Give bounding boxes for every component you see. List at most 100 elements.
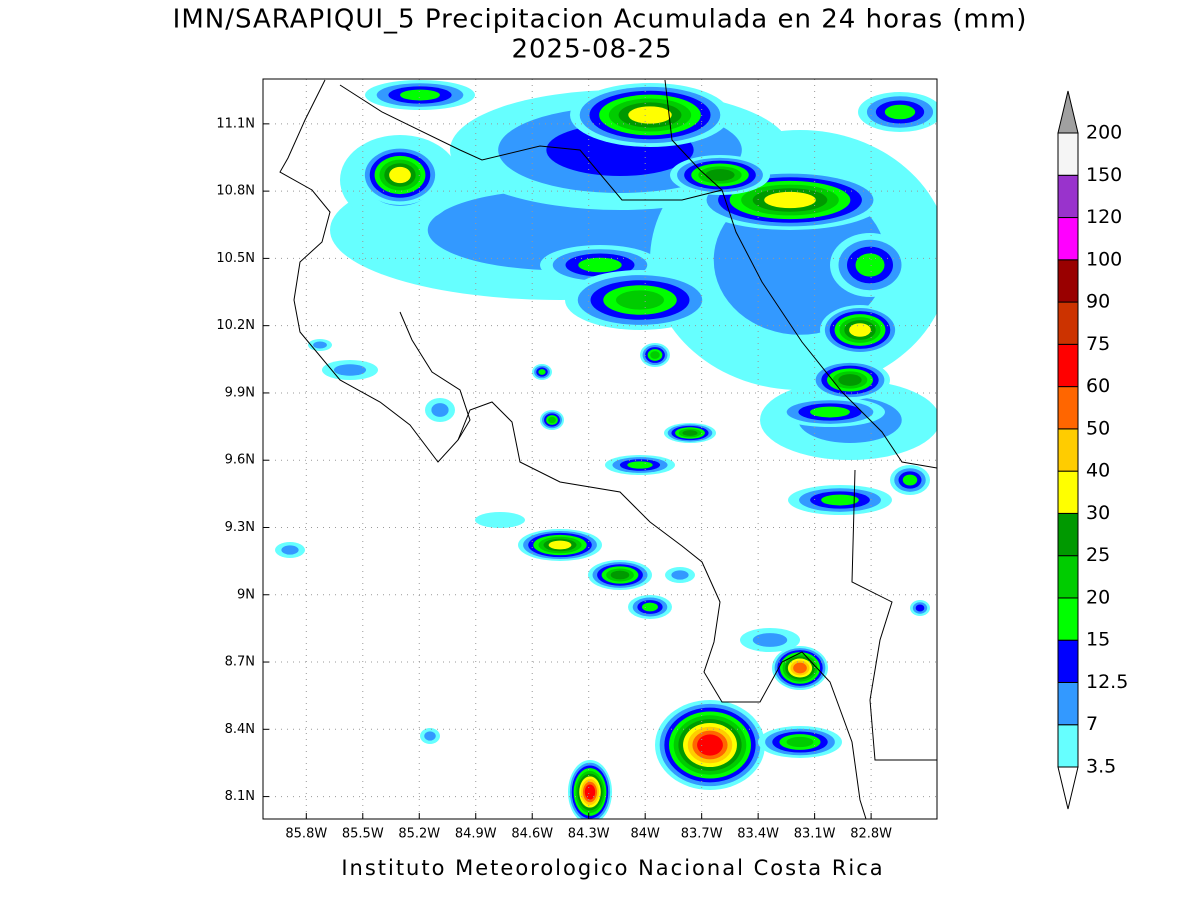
precipitation-field xyxy=(275,80,937,819)
precip-contour xyxy=(786,736,814,748)
colorbar-label: 90 xyxy=(1086,291,1110,313)
precip-contour xyxy=(705,169,735,181)
lon-tick-label: 84W xyxy=(630,827,660,842)
precip-contour xyxy=(855,253,885,277)
colorbar-box xyxy=(1057,343,1079,388)
map-frame xyxy=(262,78,938,820)
precip-contour xyxy=(838,374,862,386)
precip-contour xyxy=(793,662,807,674)
lon-tick-label: 85.5W xyxy=(342,827,384,842)
precip-contour xyxy=(902,474,918,486)
precip-contour xyxy=(821,494,859,506)
colorbar-box xyxy=(1057,386,1079,430)
colorbar-label: 50 xyxy=(1086,417,1110,439)
colorbar-box xyxy=(1057,639,1079,683)
colorbar-label: 25 xyxy=(1086,544,1110,566)
colorbar-label: 75 xyxy=(1086,333,1110,355)
subtitle: 2025-08-25 xyxy=(511,35,672,65)
colorbar-box xyxy=(1057,681,1079,726)
footer: Instituto Meteorologico Nacional Costa R… xyxy=(341,856,884,880)
colorbar-box xyxy=(1057,132,1079,176)
axis-labels: 11.1N 10.8N 10.5N 10.2N 9.9N 9.6N 9.3N 9N 8.7N 8.… xyxy=(216,116,892,841)
colorbar-box xyxy=(1057,724,1079,768)
precip-contour xyxy=(849,323,871,337)
lat-tick-label: 10.2N xyxy=(216,318,255,333)
precip-contour xyxy=(538,369,546,375)
colorbar-label: 3.5 xyxy=(1086,756,1116,778)
colorbar-label: 120 xyxy=(1086,206,1122,228)
precip-contour xyxy=(389,166,411,184)
precip-contour xyxy=(616,290,664,310)
precip-contour xyxy=(333,364,367,376)
precip-contour xyxy=(697,734,723,756)
colorbar-box xyxy=(1057,428,1079,472)
lon-tick-label: 82.8W xyxy=(850,827,892,842)
coastline xyxy=(279,79,867,819)
precip-contour xyxy=(424,731,436,741)
border xyxy=(664,79,723,191)
precip-contour xyxy=(400,89,440,101)
colorbar-box xyxy=(1057,217,1079,261)
colorbar-over xyxy=(1057,90,1079,134)
precip-contour xyxy=(627,461,653,469)
precip-contour xyxy=(671,570,689,580)
border xyxy=(851,469,937,761)
lon-tick-label: 85.8W xyxy=(285,827,327,842)
lon-tick-label: 84.9W xyxy=(455,827,497,842)
lon-tick-label: 84.3W xyxy=(568,827,610,842)
lon-tick-label: 84.6W xyxy=(511,827,553,842)
title: IMN/SARAPIQUI_5 Precipitacion Acumulada … xyxy=(173,5,1028,35)
precip-contour xyxy=(884,104,916,120)
precip-contour xyxy=(752,633,788,647)
lat-tick-label: 9N xyxy=(237,587,255,602)
lat-tick-label: 9.9N xyxy=(225,385,255,400)
colorbar-box xyxy=(1057,259,1079,303)
colorbar-label: 150 xyxy=(1086,164,1122,186)
colorbar-label: 40 xyxy=(1086,460,1110,482)
coastlines xyxy=(279,79,937,819)
colorbar-box xyxy=(1057,512,1079,557)
precip-contour xyxy=(610,570,630,580)
precip-contour xyxy=(475,512,525,528)
precip-contour xyxy=(642,602,658,612)
lat-tick-label: 11.1N xyxy=(216,116,255,131)
precip-contour xyxy=(628,106,672,124)
lat-tick-label: 9.6N xyxy=(225,453,255,468)
precip-contour xyxy=(431,403,449,417)
colorbar-box xyxy=(1057,597,1079,641)
precip-contour xyxy=(281,545,299,555)
precip-contour xyxy=(548,416,556,424)
coastline xyxy=(399,311,471,441)
colorbar-label: 30 xyxy=(1086,502,1110,524)
lat-tick-label: 10.8N xyxy=(216,184,255,199)
precip-contour xyxy=(584,784,596,800)
precip-contour xyxy=(313,341,327,349)
colorbar-label: 15 xyxy=(1086,629,1110,651)
colorbar-box xyxy=(1057,555,1079,599)
colorbar-label: 200 xyxy=(1086,122,1122,144)
colorbar-label: 20 xyxy=(1086,586,1110,608)
lon-tick-label: 85.2W xyxy=(398,827,440,842)
precip-contour xyxy=(650,351,660,359)
lon-tick-label: 83.7W xyxy=(681,827,723,842)
colorbar: 3.5 7 12.5 15 20 25 30 40 50 60 75 90 100 120 150 200 xyxy=(1057,90,1128,810)
colorbar-box xyxy=(1057,174,1079,219)
colorbar-label: 12.5 xyxy=(1086,671,1128,693)
lon-tick-label: 83.1W xyxy=(794,827,836,842)
lat-tick-label: 9.3N xyxy=(225,520,255,535)
lon-tick-label: 83.4W xyxy=(737,827,779,842)
precip-contour xyxy=(578,257,622,273)
colorbar-box xyxy=(1057,301,1079,345)
lat-tick-label: 10.5N xyxy=(216,251,255,266)
coastline xyxy=(339,84,937,469)
precip-contour xyxy=(764,191,816,209)
precip-contour xyxy=(915,604,925,612)
precip-contour xyxy=(810,406,850,418)
precip-contour xyxy=(682,430,698,436)
colorbar-under xyxy=(1057,766,1079,810)
lat-tick-label: 8.4N xyxy=(225,722,255,737)
lat-tick-label: 8.1N xyxy=(225,789,255,804)
colorbar-box xyxy=(1057,470,1079,514)
colorbar-label: 60 xyxy=(1086,375,1110,397)
